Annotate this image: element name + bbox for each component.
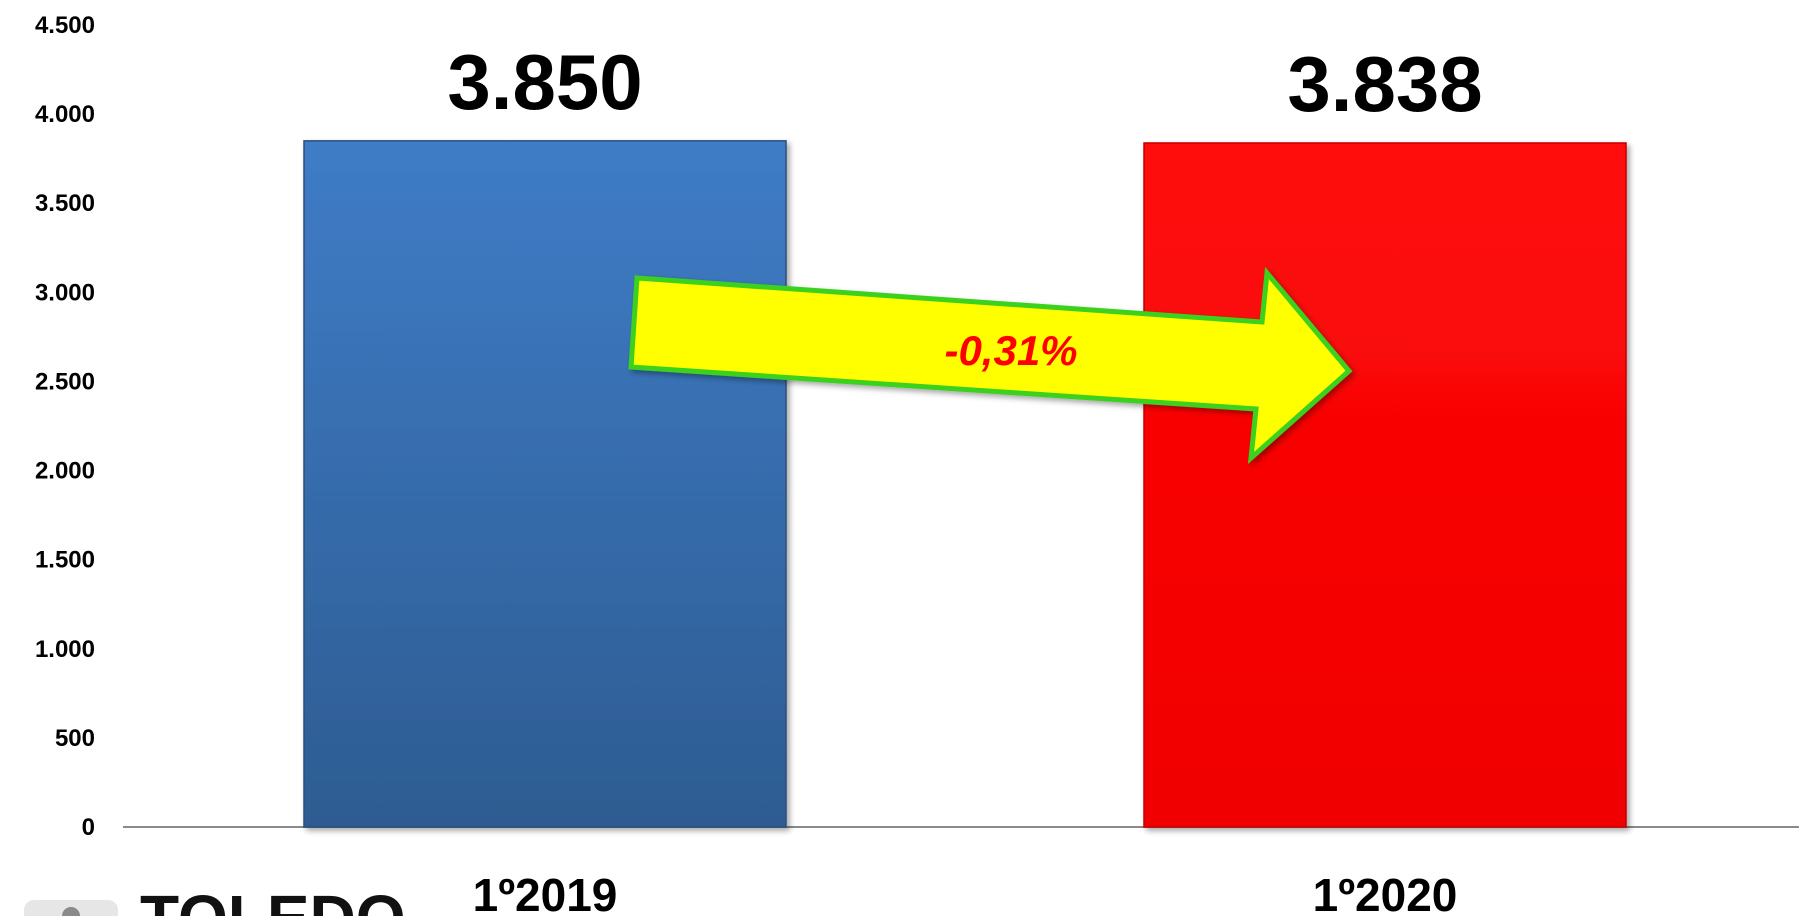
y-tick-label: 1.000 (35, 636, 95, 663)
x-category-label: 1º2020 (1313, 869, 1458, 916)
y-tick-label: 4.500 (35, 12, 95, 39)
y-tick-label: 0 (82, 814, 95, 841)
y-tick-label: 3.500 (35, 190, 95, 217)
y-tick-label: 500 (55, 725, 95, 752)
bars (303, 140, 1627, 828)
y-axis-ticks: 0 500 1.000 1.500 2.000 2.500 3.000 3.500 4.000 4… (35, 12, 95, 841)
data-labels: 3.850 3.838 (447, 38, 1482, 128)
data-label: 3.850 (447, 38, 642, 126)
change-annotation: -0,31% (628, 266, 1353, 465)
x-axis-labels: 1º2019 1º2020 (473, 869, 1458, 916)
y-tick-label: 4.000 (35, 101, 95, 128)
y-tick-label: 3.000 (35, 279, 95, 306)
x-category-label: 1º2019 (473, 869, 618, 916)
y-tick-label: 2.000 (35, 458, 95, 485)
logo: TOLEDO (24, 882, 406, 916)
logo-emblem-icon (24, 900, 118, 916)
bar-1 (303, 140, 787, 828)
data-label: 3.838 (1287, 40, 1482, 128)
y-tick-label: 1.500 (35, 547, 95, 574)
change-percent-label: -0,31% (944, 327, 1077, 374)
logo-text: TOLEDO (140, 882, 406, 916)
change-arrow (628, 266, 1353, 465)
y-tick-label: 2.500 (35, 368, 95, 395)
bar-2 (1143, 142, 1627, 828)
